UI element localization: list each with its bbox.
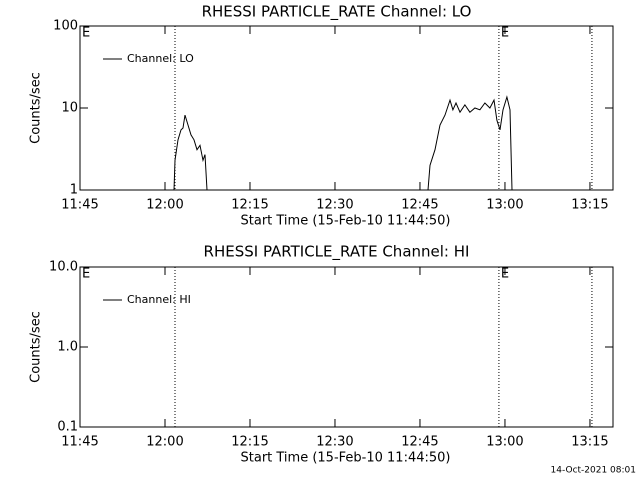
annotation: E: [82, 267, 90, 282]
chart-title: RHESSI PARTICLE_RATE Channel: LO: [202, 3, 472, 22]
annotation: E: [82, 26, 90, 41]
y-tick-label: 100: [53, 19, 78, 34]
x-tick-label: 12:30: [316, 435, 353, 450]
x-tick-label: 13:15: [571, 435, 608, 450]
x-tick-label: 12:15: [231, 198, 268, 213]
annotation: E: [501, 26, 509, 41]
legend-label: Channel: LO: [127, 52, 194, 65]
chart-title: RHESSI PARTICLE_RATE Channel: HI: [204, 243, 470, 262]
y-tick-label: 1.0: [57, 340, 78, 355]
y-tick-label: 1: [70, 183, 78, 198]
x-tick-label: 12:45: [401, 198, 438, 213]
x-tick-label: 12:00: [146, 198, 183, 213]
y-tick-label: 10.0: [49, 260, 78, 275]
x-tick-label: 12:30: [316, 198, 353, 213]
x-tick-label: 13:15: [571, 198, 608, 213]
x-tick-label: 11:45: [61, 435, 98, 450]
data-line: [173, 95, 513, 191]
x-axis-label: Start Time (15-Feb-10 11:44:50): [241, 451, 451, 466]
footer-timestamp: 14-Oct-2021 08:01: [551, 466, 636, 476]
x-tick-label: 12:45: [401, 435, 438, 450]
y-tick-label: 0.1: [57, 420, 78, 435]
x-axis-label: Start Time (15-Feb-10 11:44:50): [241, 214, 451, 229]
legend-label: Channel: HI: [127, 293, 191, 306]
annotation: E: [501, 267, 509, 282]
x-tick-label: 11:45: [61, 198, 98, 213]
x-tick-label: 12:15: [231, 435, 268, 450]
x-tick-label: 12:00: [146, 435, 183, 450]
y-axis-label: Counts/sec: [29, 311, 44, 383]
y-axis-label: Counts/sec: [29, 72, 44, 144]
x-tick-label: 13:00: [486, 198, 523, 213]
x-tick-label: 13:00: [486, 435, 523, 450]
y-tick-label: 10: [61, 101, 78, 116]
